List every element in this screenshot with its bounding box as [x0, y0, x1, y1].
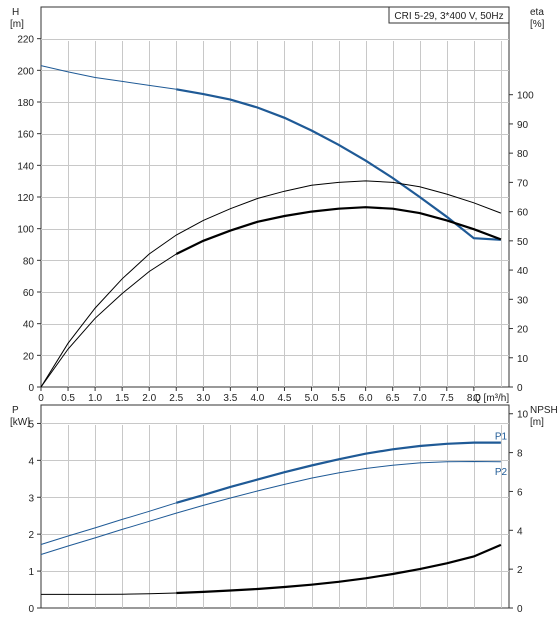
right-tick-label: 0 — [517, 604, 523, 615]
right-axis-unit: [%] — [530, 19, 545, 30]
right-tick-label: 6 — [517, 487, 523, 498]
left-tick-label: 220 — [17, 35, 34, 46]
left-tick-label: 20 — [23, 351, 35, 362]
left-tick-label: 200 — [17, 66, 34, 77]
right-tick-label: 40 — [517, 266, 529, 277]
right-tick-label: 30 — [517, 295, 529, 306]
right-tick-label: 20 — [517, 325, 529, 336]
left-axis-label: H — [12, 7, 19, 18]
x-tick-label: 6.5 — [386, 393, 400, 404]
left-tick-label: 140 — [17, 161, 34, 172]
left-tick-label: 2 — [28, 530, 34, 541]
left-tick-label: 0 — [28, 383, 34, 394]
x-tick-label: 1.5 — [115, 393, 129, 404]
left-axis-unit: [m] — [10, 19, 24, 30]
right-tick-label: 90 — [517, 120, 529, 131]
x-tick-label: 1.0 — [88, 393, 102, 404]
series-line-thick — [176, 88, 501, 241]
plot-frame — [40, 404, 510, 609]
x-tick-label: 7.5 — [440, 393, 454, 404]
model-title: CRI 5-29, 3*400 V, 50Hz — [394, 11, 503, 22]
x-tick-label: 0 — [38, 393, 44, 404]
x-tick-label: 5.5 — [332, 393, 346, 404]
right-tick-label: 2 — [517, 565, 523, 576]
x-tick-label: 7.0 — [413, 393, 427, 404]
right-axis-label: NPSH — [530, 405, 558, 416]
left-tick-label: 180 — [17, 98, 34, 109]
left-tick-label: 100 — [17, 225, 34, 236]
right-tick-label: 10 — [517, 410, 529, 421]
x-tick-label: 3.5 — [223, 393, 237, 404]
series-line-thick — [175, 441, 501, 504]
left-tick-label: 160 — [17, 130, 34, 141]
right-axis-label: eta — [530, 7, 544, 18]
head-efficiency-chart: 0 20 40 60 80 100 120 140 160 180 200 220 0 10 20 30 40 5… — [10, 6, 545, 404]
left-tick-label: 80 — [23, 256, 35, 267]
x-tick-label: 3.0 — [196, 393, 210, 404]
right-tick-label: 8 — [517, 449, 523, 460]
left-tick-label: 3 — [28, 493, 34, 504]
power-npsh-chart: 0 1 2 3 4 5 0 2 4 6 8 10 P[kW] NPSH[m] P1 P2 — [10, 404, 558, 615]
series-line-thin — [41, 592, 177, 595]
right-tick-label: 10 — [517, 354, 529, 365]
right-tick-label: 0 — [517, 383, 523, 394]
x-tick-label: 4.5 — [278, 393, 292, 404]
series-line-thin — [40, 65, 177, 90]
x-axis-label: Q [m³/h] — [473, 393, 509, 404]
right-axis-unit: [m] — [530, 417, 544, 428]
series-line-thin — [40, 253, 177, 388]
left-tick-label: 60 — [23, 288, 35, 299]
left-tick-label: 40 — [23, 320, 35, 331]
series-line-thin — [40, 502, 177, 545]
series-label: P2 — [495, 467, 508, 478]
x-tick-label: 0.5 — [61, 393, 75, 404]
x-tick-label: 5.0 — [305, 393, 319, 404]
right-tick-label: 4 — [517, 526, 523, 537]
left-axis-label: P — [12, 405, 19, 416]
series-line-thin — [40, 180, 502, 388]
x-tick-label: 4.0 — [250, 393, 264, 404]
right-tick-label: 70 — [517, 178, 529, 189]
left-tick-label: 5 — [28, 419, 34, 430]
right-tick-label: 80 — [517, 149, 529, 160]
series-label: P1 — [495, 432, 508, 443]
left-axis-unit: [kW] — [10, 417, 30, 428]
x-tick-label: 6.0 — [359, 393, 373, 404]
x-tick-label: 2.5 — [169, 393, 183, 404]
left-tick-label: 120 — [17, 193, 34, 204]
series-line-thick — [176, 543, 502, 595]
right-tick-label: 50 — [517, 237, 529, 248]
left-tick-label: 1 — [28, 567, 34, 578]
right-tick-label: 100 — [517, 91, 534, 102]
series-line-thin — [40, 460, 501, 555]
left-tick-label: 4 — [28, 456, 34, 467]
model-title-box — [388, 6, 510, 24]
left-tick-label: 0 — [28, 604, 34, 615]
series-line-thick — [175, 206, 502, 255]
x-tick-label: 2.0 — [142, 393, 156, 404]
x-tick-label: 8.0 — [467, 393, 481, 404]
right-tick-label: 60 — [517, 208, 529, 219]
